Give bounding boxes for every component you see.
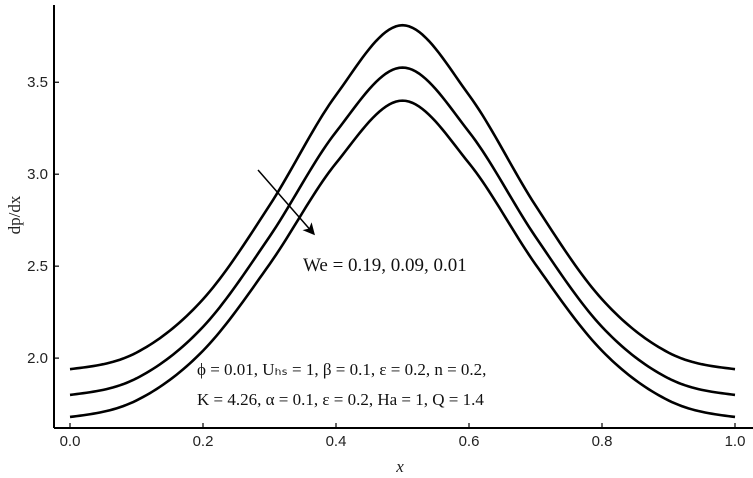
series-line-1 (69, 66, 736, 397)
x-tick-label: 0.8 (592, 433, 613, 450)
plot-axes (53, 5, 753, 429)
x-tick-label: 0.2 (193, 433, 214, 450)
x-tick-label: 0.6 (459, 433, 480, 450)
y-tick-label: 3.5 (27, 74, 48, 91)
params-line-1: ϕ = 0.01, Uₕₛ = 1, β = 0.1, ε = 0.2, n =… (197, 360, 486, 379)
series-line-0 (69, 23, 736, 371)
x-tick-label: 1.0 (725, 433, 746, 450)
y-tick-label: 3.0 (27, 166, 48, 183)
y-tick-label: 2.5 (27, 258, 48, 275)
x-tick-label: 0.4 (326, 433, 347, 450)
x-tick-label: 0.0 (60, 433, 81, 450)
x-ticks: 0.0 0.2 0.4 0.6 0.8 1.0 (60, 423, 746, 450)
trend-arrow (257, 169, 315, 236)
x-axis-label: x (395, 457, 404, 476)
y-axis-label: dp/dx (5, 195, 24, 234)
series-line-2 (69, 99, 736, 419)
y-tick-label: 2.0 (27, 350, 48, 367)
curves (69, 23, 736, 419)
arrow-label: We = 0.19, 0.09, 0.01 (303, 255, 467, 276)
y-ticks: 2.0 2.5 3.0 3.5 (27, 74, 59, 367)
params-line-2: K = 4.26, α = 0.1, ε = 0.2, Ha = 1, Q = … (197, 390, 484, 409)
